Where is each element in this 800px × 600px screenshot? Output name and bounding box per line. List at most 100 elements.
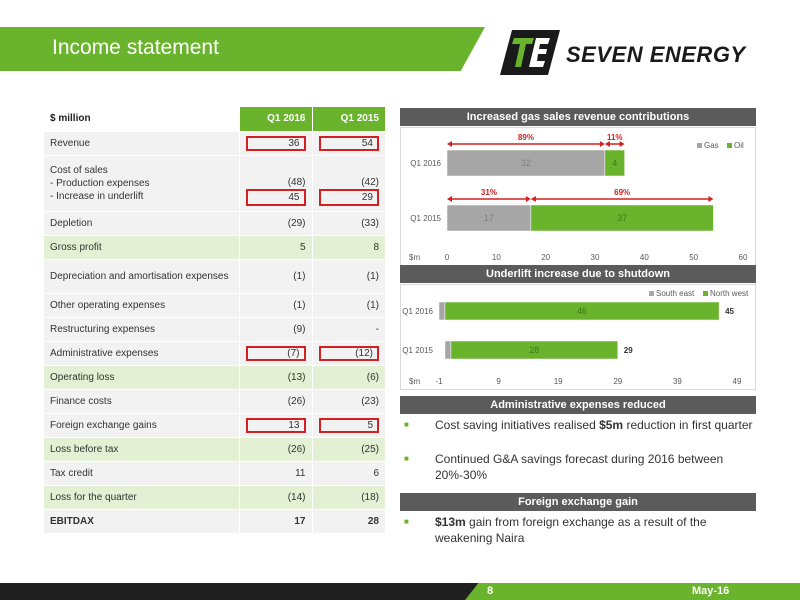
annotation-label: 69% [614, 188, 630, 197]
data-label: 4 [612, 158, 617, 168]
table-row: Administrative expenses (7) (12) [44, 341, 385, 366]
row-sublabel: - Increase in underlift [50, 190, 144, 202]
row-value: - [311, 317, 385, 342]
annotation-label: 31% [481, 188, 497, 197]
arrow-head-icon [530, 196, 536, 202]
tick-label: 20 [541, 253, 550, 262]
bullet-bold: $13m [435, 515, 466, 529]
tick-label: 60 [739, 253, 748, 262]
row-value: 11 [238, 461, 312, 486]
table-row: Depletion (29) (33) [44, 211, 385, 236]
bar-oil [530, 204, 714, 232]
fx-bullet-1: ■ $13m gain from foreign exchange as a r… [404, 514, 754, 546]
annotation-label: 11% [607, 133, 623, 142]
row-value: (1) [311, 259, 385, 294]
bullet-text: reduction in first quarter [623, 418, 753, 432]
legend-swatch [727, 143, 732, 148]
table-row: Revenue 36 54 [44, 131, 385, 156]
table-row: Operating loss (13) (6) [44, 365, 385, 390]
tick-label: 0 [445, 253, 450, 262]
underlift-chart-panel: -1 9 19 29 39 49 $m South east North west Q1 2016… [400, 284, 756, 390]
admin-section-header: Administrative expenses reduced [400, 396, 756, 414]
tick-label: 19 [554, 377, 563, 386]
category-label: Q1 2015 [402, 346, 433, 355]
row-value: (26) [238, 437, 312, 462]
tick-label: 29 [613, 377, 622, 386]
legend-swatch [649, 291, 654, 296]
revenue-chart-panel: 0 10 20 30 40 50 60 $m Gas Oil Q1 2016 32 4 Q1 2015 17… [400, 127, 756, 267]
arrow-head-icon [599, 141, 605, 147]
page-title: Income statement [52, 36, 219, 59]
row-value: (48) [287, 177, 306, 188]
arrow-head-icon [708, 196, 714, 202]
row-label: Gross profit [44, 235, 239, 260]
bullet-text: gain from foreign exchange as a result o… [435, 515, 707, 545]
seven-energy-logo: SEVEN ENERGY [500, 30, 750, 75]
row-value: (42) [361, 177, 379, 188]
underlift-section-header: Underlift increase due to shutdown [400, 265, 756, 283]
data-label: 17 [484, 213, 494, 223]
bullet-text: Continued G&A savings forecast during 20… [435, 452, 724, 482]
data-label: 28 [529, 345, 539, 355]
row-value: (13) [238, 365, 312, 390]
category-label: Q1 2016 [402, 307, 433, 316]
underlift-q1-2016-highlight: 45 [245, 189, 306, 206]
table-row: Depreciation and amortisation expenses (… [44, 259, 385, 294]
admin-bullet-1: ■ Cost saving initiatives realised $5m r… [404, 417, 754, 433]
page-number: 8 [487, 585, 494, 597]
category-label: Q1 2015 [410, 214, 441, 223]
legend-label: South east [656, 289, 695, 298]
row-value: (29) [238, 211, 312, 236]
bar-north-west [444, 301, 720, 321]
arrow-head-icon [604, 141, 610, 147]
row-label: Tax credit [44, 461, 239, 486]
tick-label: 39 [673, 377, 682, 386]
tick-label: 9 [496, 377, 501, 386]
col-header-q1-2015: Q1 2015 [311, 107, 385, 132]
row-value: 28 [311, 509, 385, 534]
bullet-text: Cost saving initiatives realised [435, 418, 600, 432]
tick-label: 49 [733, 377, 742, 386]
axis-unit-label: $m [409, 253, 420, 262]
row-label: Depletion [44, 211, 239, 236]
table-row: Loss for the quarter (14) (18) [44, 485, 385, 510]
title-bar: Income statement [0, 27, 485, 71]
row-value: (26) [238, 389, 312, 414]
table-row: Finance costs (26) (23) [44, 389, 385, 414]
fx-q1-2016-highlight: 13 [245, 417, 306, 433]
row-label: Administrative expenses [44, 341, 239, 366]
arrow-head-icon [447, 141, 452, 147]
row-label: Restructuring expenses [44, 317, 239, 342]
bar-oil [604, 149, 625, 177]
legend-label: Gas [704, 141, 719, 150]
row-label: Operating loss [44, 365, 239, 390]
bar-south-east [444, 340, 452, 360]
unit-label: $ million [44, 107, 239, 132]
income-statement-table: $ million Q1 2016 Q1 2015 Revenue 36 54 … [44, 107, 385, 534]
underlift-q1-2015-highlight: 29 [319, 189, 379, 206]
row-label: Revenue [44, 131, 239, 156]
bar-north-west [450, 340, 619, 360]
row-value: (1) [311, 293, 385, 318]
row-value: (9) [238, 317, 312, 342]
revenue-section-header: Increased gas sales revenue contribution… [400, 108, 756, 126]
tick-label: 30 [591, 253, 600, 262]
total-label: 45 [725, 307, 734, 316]
category-label: Q1 2016 [410, 159, 441, 168]
row-value: 8 [311, 235, 385, 260]
row-label: Foreign exchange gains [44, 413, 239, 438]
row-value: (23) [311, 389, 385, 414]
row-label: Loss for the quarter [44, 485, 239, 510]
arrow-head-icon [525, 196, 531, 202]
footer-date: May-16 [692, 585, 730, 597]
row-value: (1) [238, 293, 312, 318]
revenue-q1-2015-highlight: 54 [319, 135, 379, 151]
row-value: 6 [311, 461, 385, 486]
fx-section-header: Foreign exchange gain [400, 493, 756, 511]
row-label: EBITDAX [44, 509, 239, 534]
row-label: Depreciation and amortisation expenses [44, 259, 239, 294]
bullet-icon: ■ [404, 454, 409, 463]
table-row: Other operating expenses (1) (1) [44, 293, 385, 318]
row-value: 17 [238, 509, 312, 534]
row-value: (1) [238, 259, 312, 294]
